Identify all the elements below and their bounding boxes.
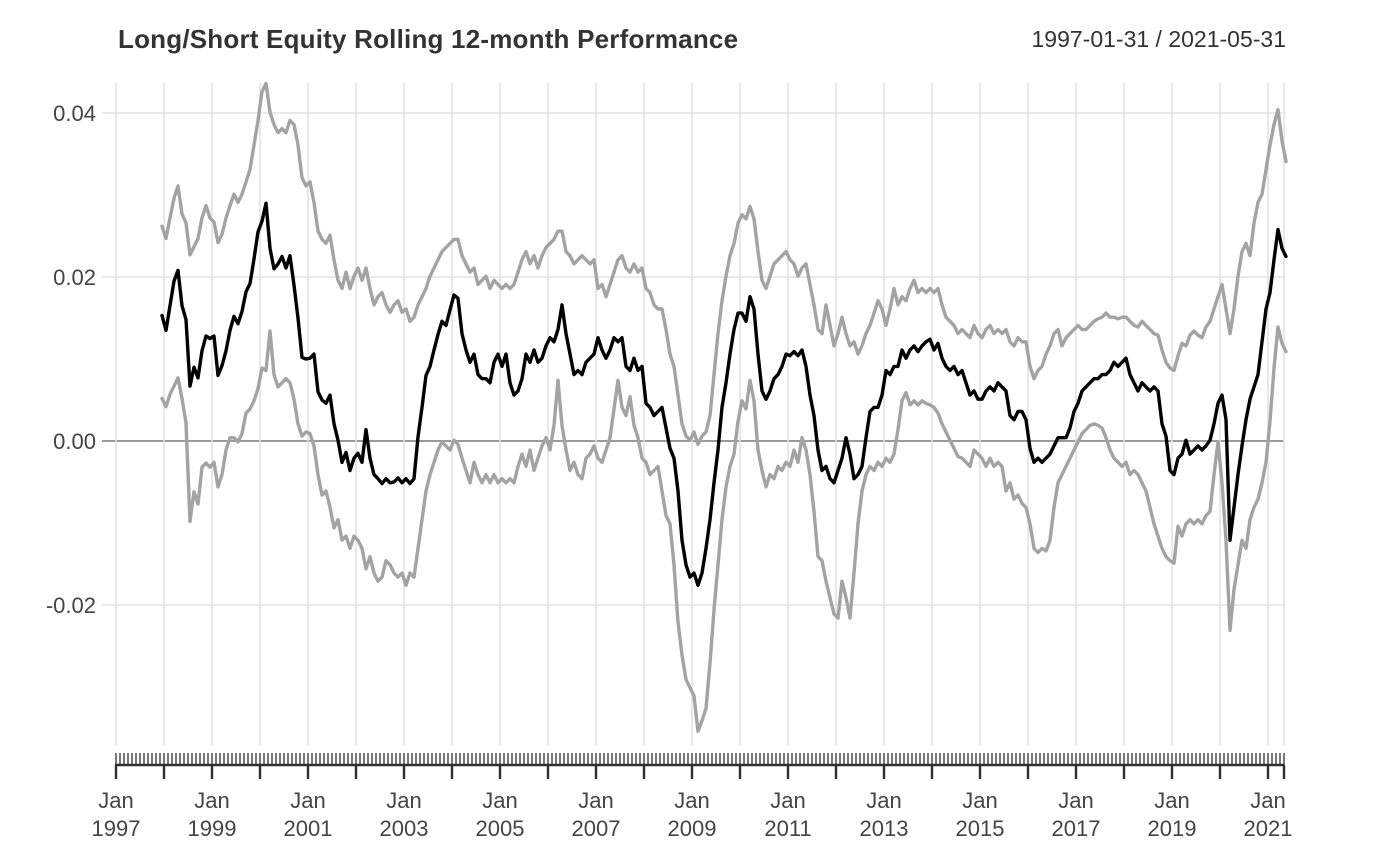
- x-tick-label-year: 2009: [668, 816, 717, 841]
- x-tick-label-year: 2003: [380, 816, 429, 841]
- y-tick-label: 0.04: [53, 101, 96, 126]
- chart-canvas: 0.040.020.00-0.02Jan1997Jan1999Jan2001Ja…: [46, 81, 1293, 841]
- x-tick-label-month: Jan: [962, 788, 997, 813]
- chart-date-range: 1997-01-31 / 2021-05-31: [1031, 26, 1286, 52]
- x-tick-label-month: Jan: [770, 788, 805, 813]
- x-tick-label-year: 2017: [1052, 816, 1101, 841]
- x-gridlines: [115, 83, 1285, 745]
- x-tick-label-month: Jan: [866, 788, 901, 813]
- x-tick-labels: Jan 1997 Jan 1999 Jan 2001 Jan 2003 Jan 2005 Jan 20…: [92, 788, 1293, 841]
- x-tick-label-year: 2011: [764, 816, 811, 841]
- series-line-median: [160, 201, 1288, 587]
- x-tick-label-year: 2001: [284, 816, 333, 841]
- x-tick-label-year: 1997: [92, 816, 141, 841]
- chart-header: Long/Short Equity Rolling 12-month Perfo…: [0, 0, 1400, 70]
- x-tick-label-month: Jan: [290, 788, 325, 813]
- x-tick-label-year: 2019: [1148, 816, 1197, 841]
- series-line-lower-band: [160, 325, 1288, 733]
- x-tick-label-month: Jan: [674, 788, 709, 813]
- y-tick-label: -0.02: [46, 593, 96, 618]
- y-tick-label: 0.00: [53, 429, 96, 454]
- y-tick-label: 0.02: [53, 265, 96, 290]
- x-tick-label-month: Jan: [1250, 788, 1285, 813]
- x-tick-label-month: Jan: [1058, 788, 1093, 813]
- y-tick-labels: 0.04 0.02 0.00 -0.02: [46, 101, 96, 618]
- x-tick-label-year: 2013: [860, 816, 909, 841]
- x-tick-label-month: Jan: [578, 788, 613, 813]
- x-tick-label-year: 2005: [476, 816, 525, 841]
- x-tick-label-month: Jan: [482, 788, 517, 813]
- x-tick-label-year: 2007: [572, 816, 621, 841]
- x-tick-label-month: Jan: [1154, 788, 1189, 813]
- series-line-upper-band: [160, 81, 1288, 446]
- y-gridlines: [102, 112, 1284, 606]
- x-axis-ruler: [114, 753, 1286, 779]
- x-tick-label-year: 2015: [956, 816, 1005, 841]
- chart-title: Long/Short Equity Rolling 12-month Perfo…: [118, 24, 739, 54]
- x-tick-label-year: 1999: [188, 816, 237, 841]
- x-tick-label-month: Jan: [98, 788, 133, 813]
- x-tick-label-year: 2021: [1244, 816, 1293, 841]
- x-tick-label-month: Jan: [194, 788, 229, 813]
- x-tick-label-month: Jan: [386, 788, 421, 813]
